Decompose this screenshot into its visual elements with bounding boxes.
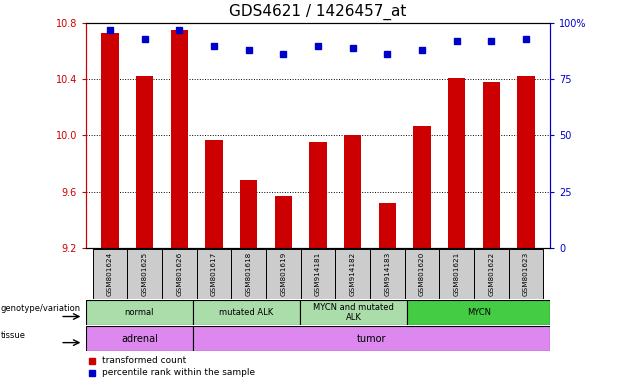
Text: MYCN and mutated
ALK: MYCN and mutated ALK — [314, 303, 394, 323]
Text: genotype/variation: genotype/variation — [1, 305, 81, 313]
Bar — [136, 76, 153, 248]
Bar — [413, 126, 431, 248]
Bar — [93, 249, 127, 299]
Bar — [162, 249, 197, 299]
Text: normal: normal — [125, 308, 154, 317]
Text: tumor: tumor — [357, 334, 386, 344]
Text: GSM914181: GSM914181 — [315, 252, 321, 296]
Bar — [407, 300, 550, 325]
Text: GSM801623: GSM801623 — [523, 252, 529, 296]
Bar — [309, 142, 327, 248]
Bar — [275, 196, 292, 248]
Bar — [483, 82, 500, 248]
Text: adrenal: adrenal — [121, 334, 158, 344]
Text: transformed count: transformed count — [102, 356, 186, 365]
Bar — [370, 249, 404, 299]
Bar — [300, 300, 407, 325]
Text: GSM801620: GSM801620 — [419, 252, 425, 296]
Bar — [193, 326, 550, 351]
Text: GSM914182: GSM914182 — [350, 252, 356, 296]
Bar — [127, 249, 162, 299]
Text: GSM801624: GSM801624 — [107, 252, 113, 296]
Text: GSM801626: GSM801626 — [176, 252, 183, 296]
Bar — [266, 249, 301, 299]
Bar — [240, 180, 258, 248]
Text: tissue: tissue — [1, 331, 25, 339]
Text: mutated ALK: mutated ALK — [219, 308, 273, 317]
Bar — [474, 249, 509, 299]
Text: GSM801618: GSM801618 — [245, 252, 252, 296]
Bar — [509, 249, 543, 299]
Bar — [301, 249, 335, 299]
Bar — [232, 249, 266, 299]
Bar — [335, 249, 370, 299]
Bar — [197, 249, 232, 299]
Text: GSM801621: GSM801621 — [453, 252, 460, 296]
Bar — [102, 33, 119, 248]
Text: MYCN: MYCN — [467, 308, 491, 317]
Bar — [404, 249, 439, 299]
Bar — [439, 249, 474, 299]
Text: GSM801617: GSM801617 — [211, 252, 217, 296]
Text: GSM801619: GSM801619 — [280, 252, 286, 296]
Text: GSM801622: GSM801622 — [488, 252, 494, 296]
Bar — [344, 136, 361, 248]
Title: GDS4621 / 1426457_at: GDS4621 / 1426457_at — [230, 4, 406, 20]
Text: GSM801625: GSM801625 — [142, 252, 148, 296]
Bar — [378, 203, 396, 248]
Text: GSM914183: GSM914183 — [384, 252, 391, 296]
Bar — [170, 30, 188, 248]
Bar — [517, 76, 534, 248]
Bar — [205, 139, 223, 248]
Bar — [448, 78, 466, 248]
Text: percentile rank within the sample: percentile rank within the sample — [102, 368, 255, 377]
Bar — [193, 300, 300, 325]
Bar — [86, 300, 193, 325]
Bar — [86, 326, 193, 351]
